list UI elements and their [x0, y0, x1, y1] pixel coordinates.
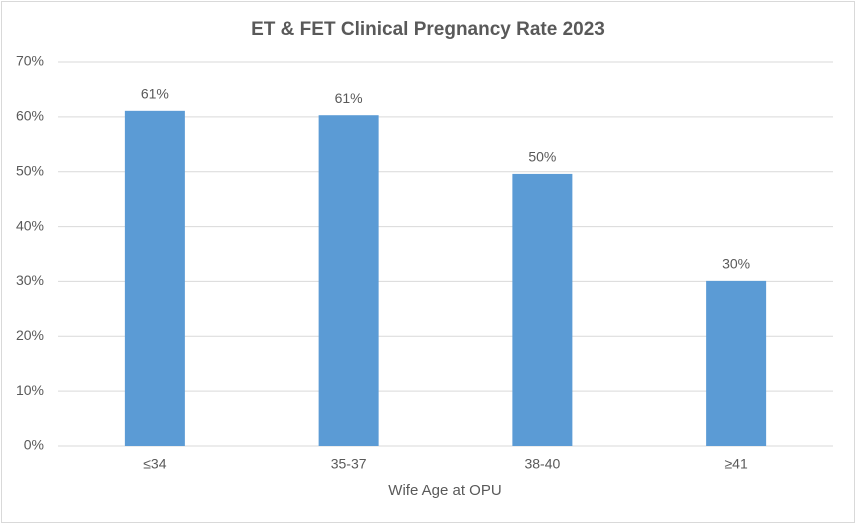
x-axis-title: Wife Age at OPU: [388, 482, 501, 499]
y-tick-label: 60%: [16, 108, 44, 124]
x-tick-label: ≥41: [724, 456, 747, 472]
y-tick-label: 50%: [16, 162, 44, 178]
bar: [706, 280, 767, 446]
y-tick-label: 0%: [24, 437, 44, 453]
y-tick-label: 30%: [16, 272, 44, 288]
data-label: 30%: [722, 256, 750, 272]
y-tick-label: 40%: [16, 217, 44, 233]
data-label: 50%: [528, 149, 556, 165]
data-label: 61%: [141, 86, 169, 102]
x-tick-label: 35-37: [331, 456, 367, 472]
y-tick-label: 10%: [16, 382, 44, 398]
x-tick-label: ≤34: [143, 456, 166, 472]
chart-title: ET & FET Clinical Pregnancy Rate 2023: [251, 19, 605, 40]
x-tick-label: 38-40: [524, 456, 560, 472]
bar: [318, 115, 379, 446]
data-label: 61%: [335, 90, 363, 106]
y-tick-label: 70%: [16, 53, 44, 69]
bar: [124, 110, 185, 446]
bar: [512, 173, 573, 446]
y-tick-label: 20%: [16, 327, 44, 343]
